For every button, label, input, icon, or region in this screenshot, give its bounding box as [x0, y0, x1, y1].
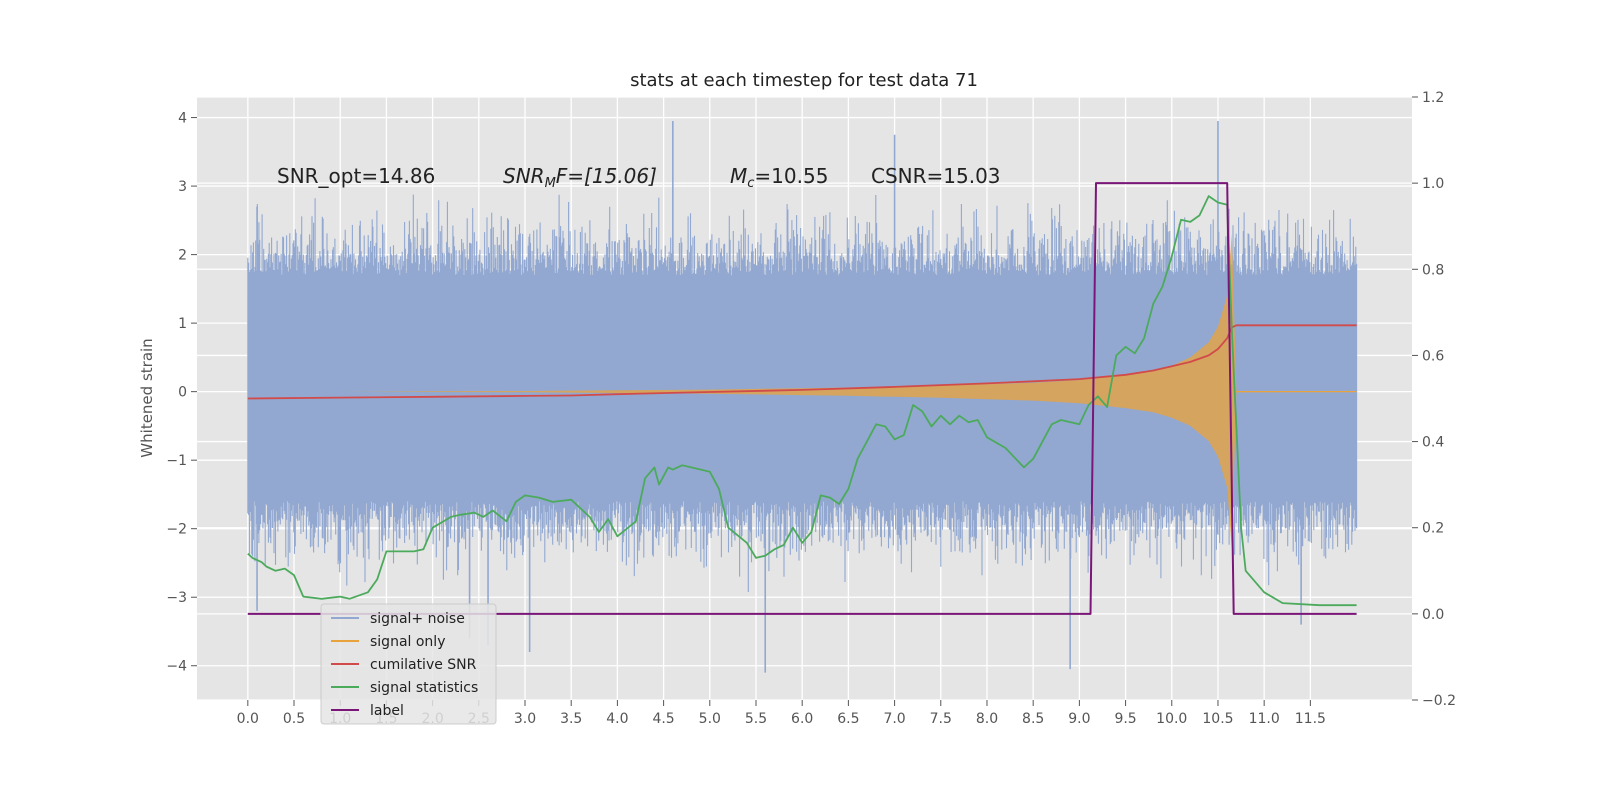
y2-tick-label: 0.2 [1422, 521, 1444, 537]
x-tick-label: 7.5 [930, 711, 952, 727]
chirp-mass-prefix: M [730, 164, 747, 188]
y-tick-label: −2 [166, 522, 187, 538]
snr-mf-suffix: F=[15.06] [556, 164, 657, 188]
y2-tick-label: 1.2 [1422, 90, 1444, 106]
x-tick-label: 4.5 [652, 711, 674, 727]
x-tick-label: 6.5 [837, 711, 859, 727]
y2-tick-label: 0.8 [1422, 262, 1444, 278]
x-tick-label: 0.0 [237, 711, 259, 727]
y-tick-label: 2 [178, 248, 187, 264]
csnr-annotation: CSNR=15.03 [871, 164, 1001, 188]
label-line [247, 182, 1357, 615]
legend-box [320, 603, 497, 725]
y2-tick-label: 1.0 [1422, 176, 1444, 192]
chirp-mass-suffix: =10.55 [754, 164, 828, 188]
x-tick-label: 10.0 [1156, 711, 1187, 727]
chart-title: stats at each timestep for test data 71 [630, 70, 978, 91]
x-tick-label: 11.5 [1295, 711, 1326, 727]
cumilative-snr-line [247, 324, 1357, 400]
y2-tick-label: −0.2 [1422, 693, 1456, 709]
x-tick-label: 9.0 [1068, 711, 1090, 727]
y2-tick-label: 0.6 [1422, 348, 1444, 364]
x-tick-label: 5.0 [699, 711, 721, 727]
signal-only-envelope [247, 234, 1357, 550]
snr-mf-annotation: SNRMF=[15.06] [503, 164, 657, 191]
stat-annotations: SNR_opt=14.86 SNRMF=[15.06] Mc=10.55 CSN… [277, 164, 1001, 191]
x-tick-label: 0.5 [283, 711, 305, 727]
x-tick-label: 11.0 [1249, 711, 1280, 727]
y-tick-label: 4 [178, 111, 187, 127]
y-tick-label: −4 [166, 659, 187, 675]
y2-tick-label: 0.0 [1422, 607, 1444, 623]
x-tick-label: 4.0 [606, 711, 628, 727]
x-tick-label: 10.5 [1202, 711, 1233, 727]
y-tick-label: −1 [166, 453, 187, 469]
x-tick-label: 5.5 [745, 711, 767, 727]
x-tick-label: 6.0 [791, 711, 813, 727]
series-layer [247, 120, 1358, 673]
y-tick-label: 0 [178, 385, 187, 401]
y-tick-label: 1 [178, 316, 187, 332]
snr-mf-prefix: SNR [503, 164, 545, 188]
y2-tick-label: 0.4 [1422, 435, 1444, 451]
legend-label: signal+ noise [370, 611, 465, 627]
y-tick-label: 3 [178, 179, 187, 195]
snr-mf-subscript: M [545, 176, 556, 191]
x-tick-label: 9.5 [1114, 711, 1136, 727]
x-tick-label: 3.0 [514, 711, 536, 727]
x-tick-label: 8.0 [976, 711, 998, 727]
y-axis-title: Whitened strain [138, 338, 156, 457]
x-tick-label: 7.0 [883, 711, 905, 727]
y-tick-label: −3 [166, 590, 187, 606]
snr-opt-annotation: SNR_opt=14.86 [277, 164, 435, 188]
chirp-mass-subscript: c [747, 176, 754, 191]
chirp-mass-annotation: Mc=10.55 [730, 164, 828, 191]
legend-label: cumilative SNR [370, 657, 477, 673]
legend-label: signal statistics [370, 680, 478, 696]
legend: signal+ noise signal only cumilative SNR si… [320, 603, 497, 725]
x-tick-label: 3.5 [560, 711, 582, 727]
legend-label: signal only [370, 634, 445, 650]
x-tick-label: 8.5 [1022, 711, 1044, 727]
signal-statistics-line [247, 195, 1357, 607]
legend-label: label [370, 703, 404, 719]
